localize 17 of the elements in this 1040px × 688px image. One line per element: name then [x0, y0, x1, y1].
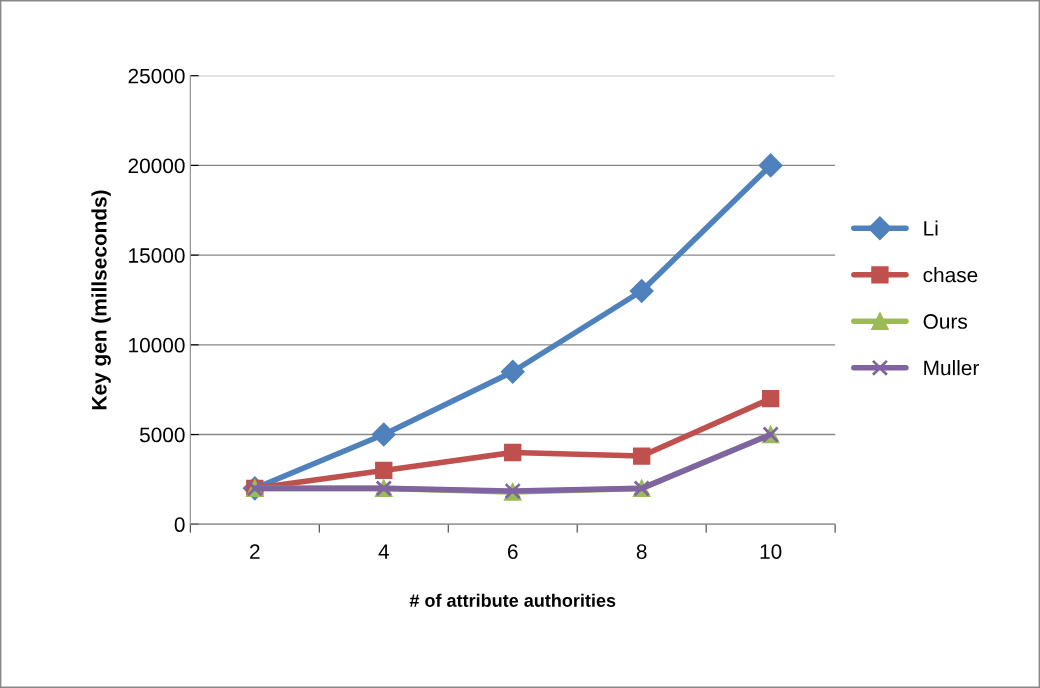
x-tick-label: 4	[378, 544, 389, 559]
y-tick-label: 25000	[128, 68, 185, 84]
legend-label: Ours	[923, 314, 968, 329]
y-tick-label: 15000	[129, 248, 185, 263]
x-tick-label: 10	[760, 544, 782, 559]
y-tick-label: 20000	[128, 158, 185, 174]
y-tick-label: 5000	[139, 427, 185, 443]
x-tick-label: 2	[250, 544, 260, 559]
y-tick-label: 10000	[129, 337, 185, 353]
x-tick-label: 6	[507, 544, 518, 559]
legend-label: Muller	[924, 360, 979, 376]
y-axis-title: Key gen (millseconds)	[91, 190, 111, 410]
y-tick-label: 0	[174, 517, 185, 533]
legend-label: chase	[923, 267, 978, 283]
x-axis-title: # of attribute authorities	[409, 593, 616, 607]
legend-label: Li	[924, 220, 938, 236]
x-tick-label: 8	[636, 544, 647, 559]
